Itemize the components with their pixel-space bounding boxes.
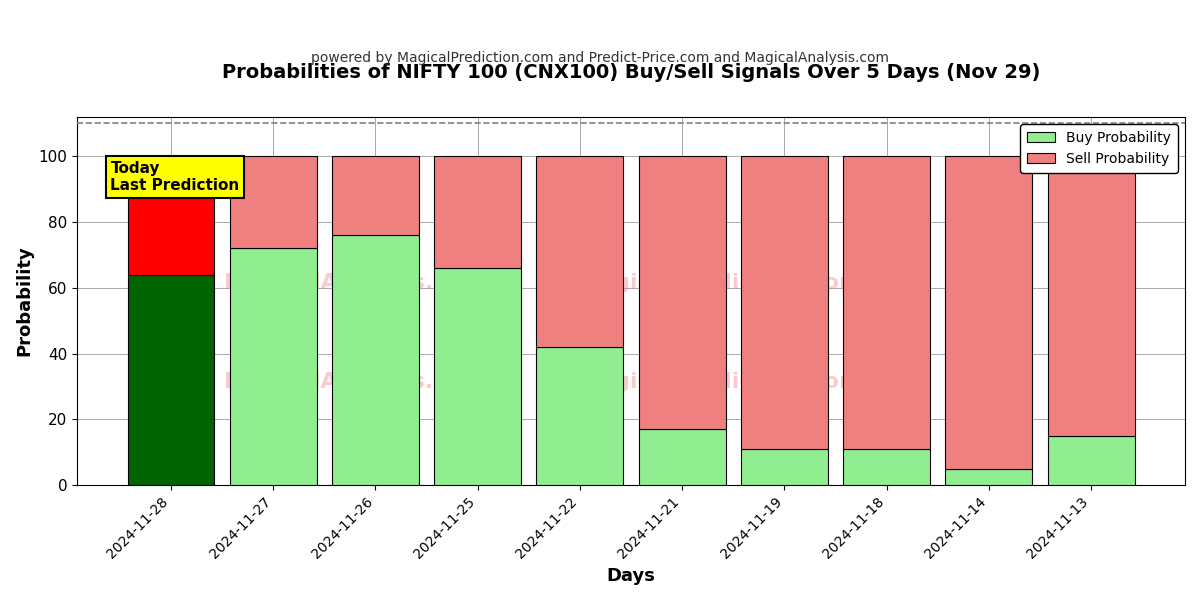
Bar [638,429,726,485]
Bar [127,275,215,485]
Bar [536,347,624,485]
Text: powered by MagicalPrediction.com and Predict-Price.com and MagicalAnalysis.com: powered by MagicalPrediction.com and Pre… [311,51,889,65]
Bar [536,157,624,347]
Bar [434,157,521,268]
Bar [229,248,317,485]
Legend: Buy Probability, Sell Probability: Buy Probability, Sell Probability [1020,124,1178,173]
X-axis label: Days: Days [607,567,655,585]
Bar [332,235,419,485]
Bar [740,157,828,449]
Text: MagicalAnalysis.com: MagicalAnalysis.com [223,272,485,293]
Title: Probabilities of NIFTY 100 (CNX100) Buy/Sell Signals Over 5 Days (Nov 29): Probabilities of NIFTY 100 (CNX100) Buy/… [222,63,1040,82]
Bar [127,157,215,275]
Bar [1048,157,1135,436]
Text: MagicalPrediction.com: MagicalPrediction.com [577,372,863,392]
Bar [1048,436,1135,485]
Text: MagicalAnalysis.com: MagicalAnalysis.com [223,372,485,392]
Bar [740,449,828,485]
Text: MagicalPrediction.com: MagicalPrediction.com [577,272,863,293]
Bar [229,157,317,248]
Y-axis label: Probability: Probability [14,245,32,356]
Bar [844,157,930,449]
Bar [638,157,726,429]
Bar [946,157,1032,469]
Bar [946,469,1032,485]
Text: Today
Last Prediction: Today Last Prediction [110,161,240,193]
Bar [844,449,930,485]
Bar [434,268,521,485]
Bar [332,157,419,235]
